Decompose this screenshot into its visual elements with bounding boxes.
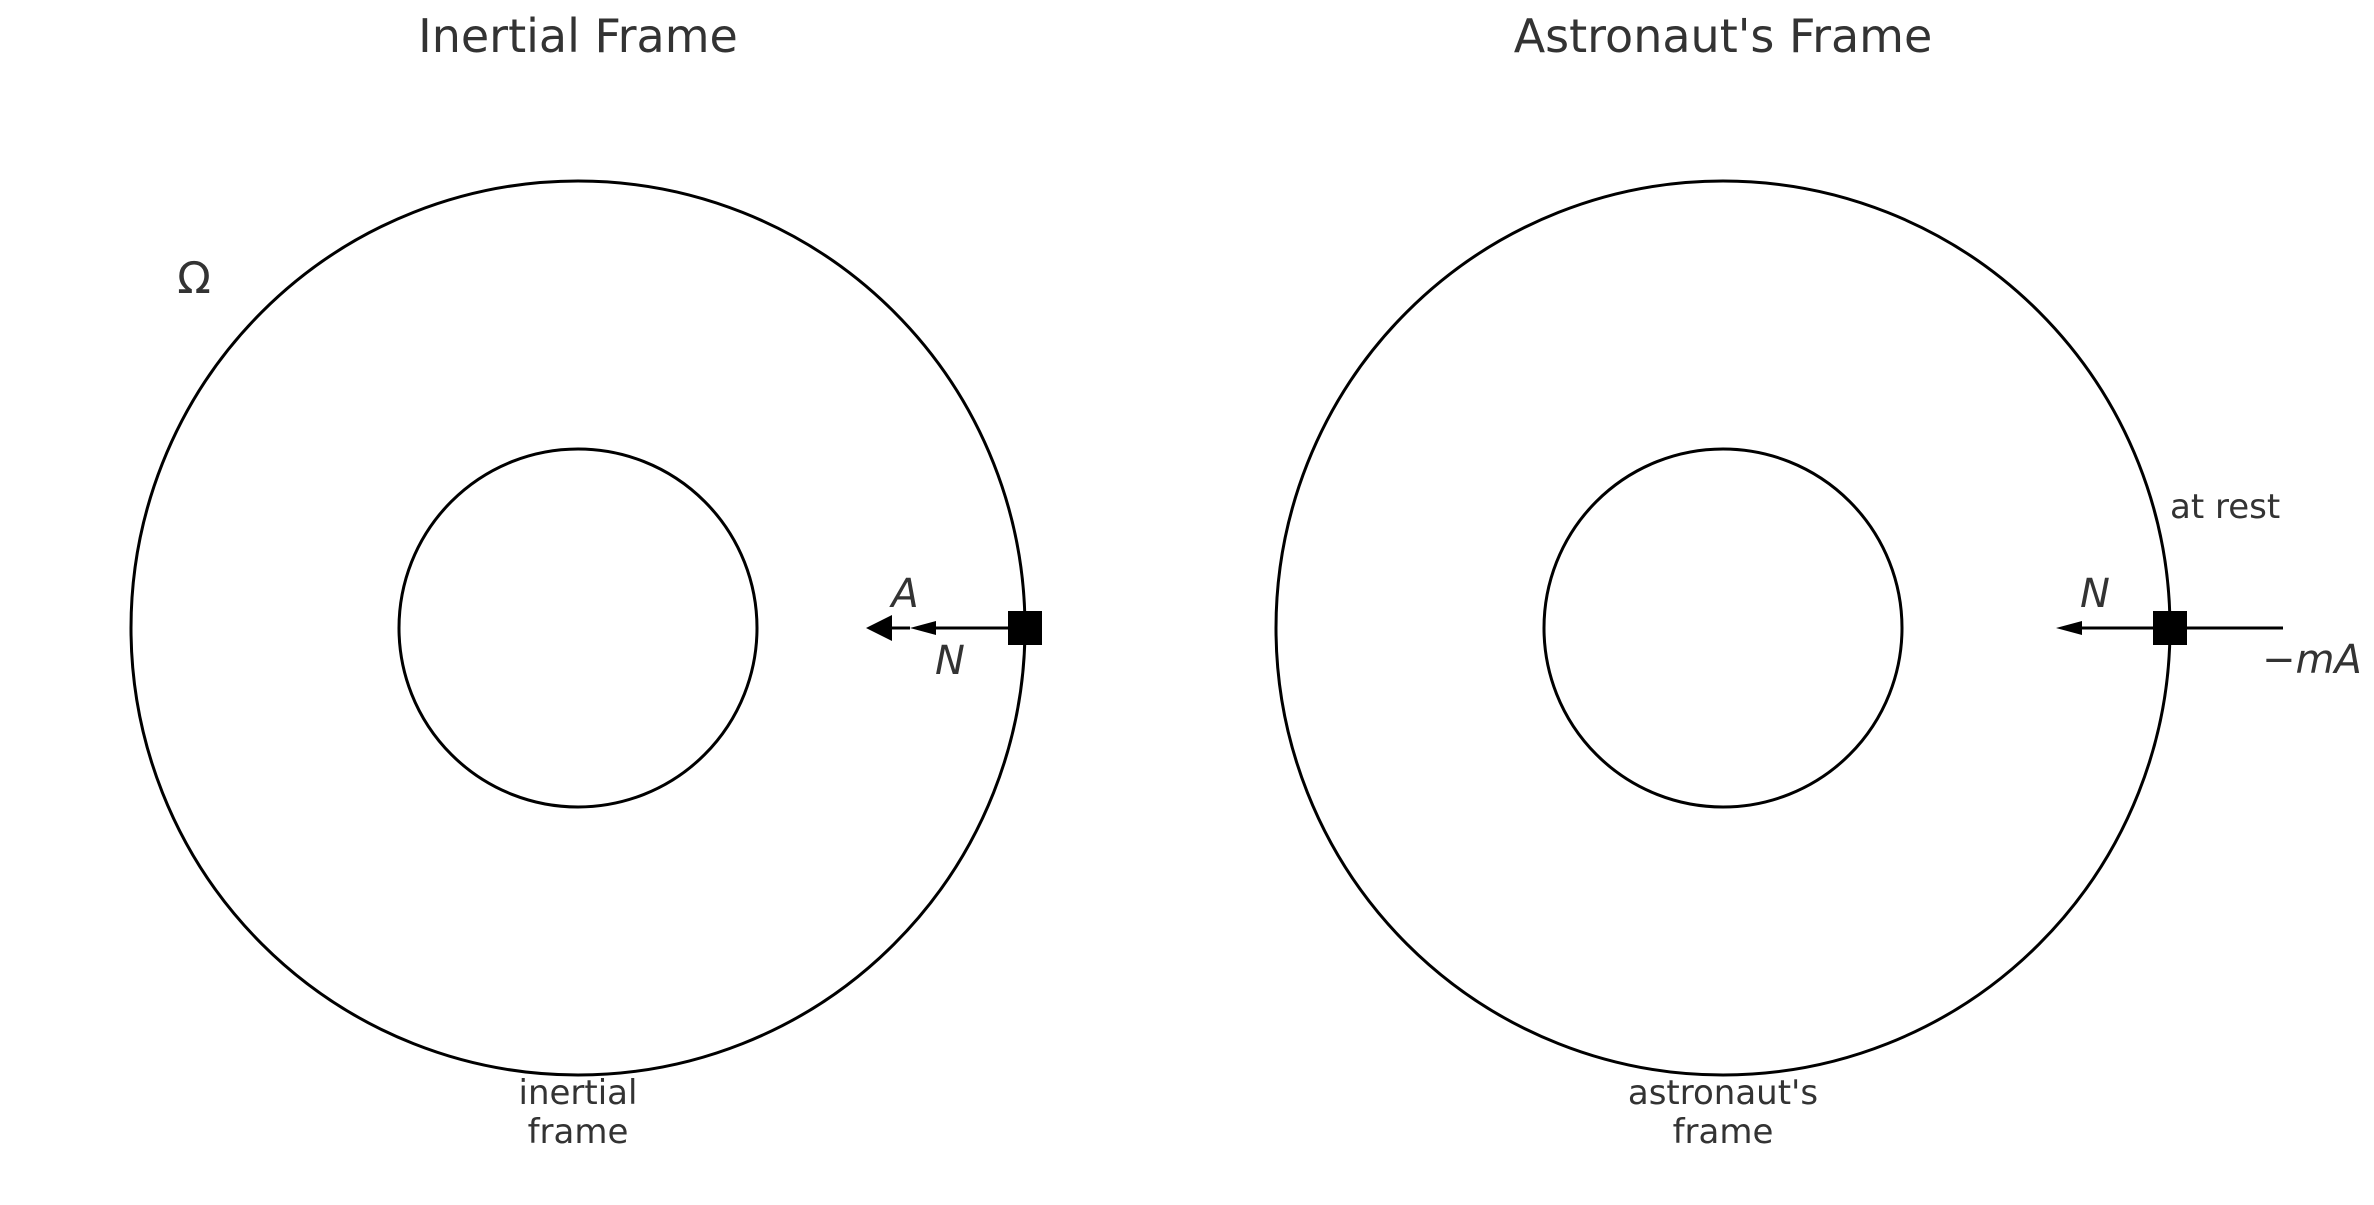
angular-velocity-omega-label: Ω bbox=[177, 253, 211, 304]
astronaut-normal-force-arrowhead bbox=[2056, 621, 2082, 635]
inertial-astronaut-block bbox=[1008, 611, 1042, 645]
inertial-frame-caption-line2: frame bbox=[528, 1112, 629, 1152]
astronaut-station-inner-hub bbox=[1542, 447, 1904, 809]
fictitious-force-label: −mA bbox=[2262, 637, 2362, 683]
inertial-frame-panel: Inertial Frame Ω A N inertial frame bbox=[129, 9, 1042, 1152]
inertial-station-inner-hub bbox=[397, 447, 759, 809]
astronaut-station-outer-ring bbox=[1274, 179, 2172, 1077]
inertial-acceleration-arrowhead bbox=[866, 615, 892, 641]
at-rest-label: at rest bbox=[2170, 487, 2280, 527]
astronaut-frame-panel: Astronaut's Frame at rest N −mA astronau… bbox=[1274, 9, 2362, 1152]
inertial-frame-caption-line1: inertial bbox=[519, 1073, 638, 1113]
inertial-normal-force-arrowhead bbox=[910, 621, 936, 635]
astronaut-normal-force-label: N bbox=[2080, 571, 2110, 617]
astronaut-frame-title: Astronaut's Frame bbox=[1514, 9, 1933, 63]
inertial-normal-force-label: N bbox=[935, 638, 965, 684]
inertial-frame-title: Inertial Frame bbox=[418, 9, 738, 63]
astronaut-block bbox=[2153, 611, 2187, 645]
astronaut-frame-caption-line2: frame bbox=[1673, 1112, 1774, 1152]
astronaut-frame-caption-line1: astronaut's bbox=[1628, 1073, 1818, 1113]
inertial-acceleration-label: A bbox=[888, 571, 918, 617]
